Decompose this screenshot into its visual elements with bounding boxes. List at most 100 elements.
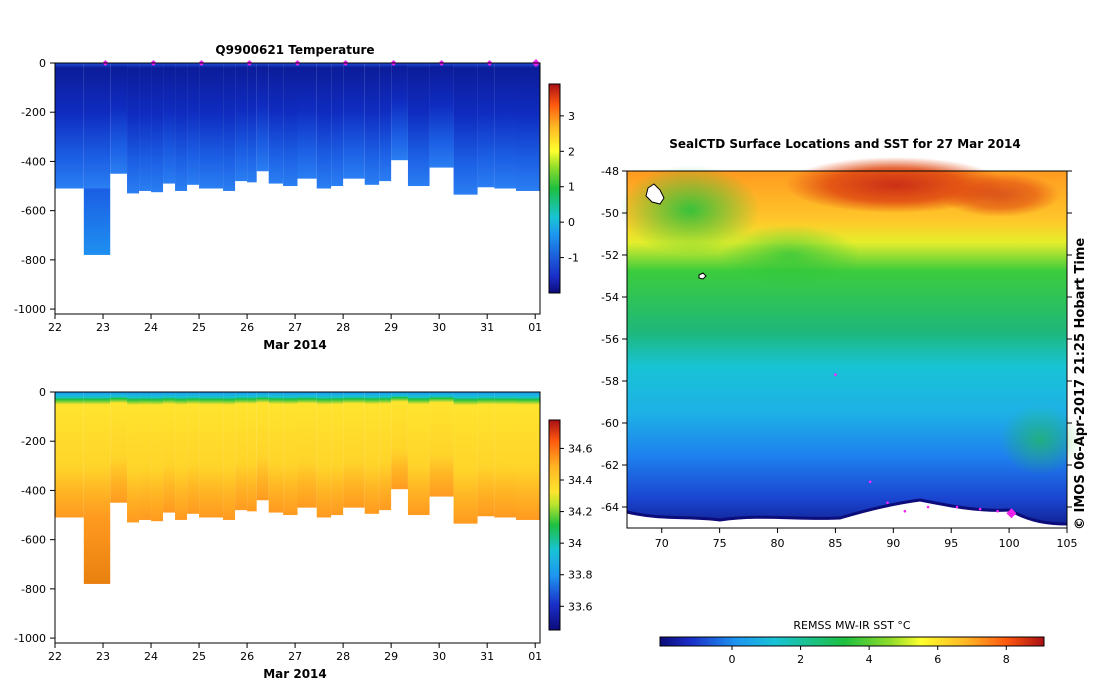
lat-tick-label: -58 bbox=[601, 375, 619, 388]
sst-colorbar-tick-label: 4 bbox=[866, 653, 873, 666]
track-point bbox=[886, 501, 889, 505]
salinity-colorbar-ticks: 33.6 33.8 34 34.2 34.4 34.6 bbox=[560, 442, 593, 613]
temperature-profile-column bbox=[187, 63, 200, 185]
sst-colorbar bbox=[659, 636, 1045, 647]
lon-tick-label: 80 bbox=[771, 537, 785, 550]
temperature-profile-column bbox=[297, 63, 317, 179]
temperature-profile-column bbox=[175, 63, 188, 191]
salinity-colorbar bbox=[548, 419, 561, 631]
salinity-profile-column bbox=[316, 392, 332, 518]
temperature-profile-column bbox=[223, 63, 236, 191]
x-tick-label: 22 bbox=[48, 650, 62, 663]
kerguelen-island bbox=[645, 183, 665, 205]
temperature-profile-column bbox=[110, 63, 128, 174]
x-tick-label: 24 bbox=[144, 650, 158, 663]
temperature-profile-column bbox=[283, 63, 298, 187]
temperature-x-label: Mar 2014 bbox=[263, 338, 327, 352]
temperature-profile-column bbox=[235, 63, 248, 182]
salinity-profile-column bbox=[429, 392, 454, 497]
x-tick-label: 01 bbox=[528, 650, 542, 663]
temperature-profile-column bbox=[247, 63, 257, 183]
y-tick-label: -1000 bbox=[14, 632, 46, 645]
colorbar-tick-label: 34.2 bbox=[568, 506, 593, 519]
track-point bbox=[978, 507, 982, 511]
temperature-profile-column bbox=[477, 63, 495, 188]
track-point bbox=[834, 373, 837, 377]
temperature-profile-column bbox=[515, 63, 540, 191]
temperature-profile-column bbox=[331, 63, 344, 187]
track-point bbox=[955, 505, 959, 509]
temperature-profile-column bbox=[391, 63, 408, 161]
lon-tick-label: 100 bbox=[999, 537, 1020, 550]
temperature-profile-column bbox=[343, 63, 365, 179]
temperature-profile-column bbox=[268, 63, 284, 184]
salinity-profile-column bbox=[297, 392, 317, 508]
heard-island bbox=[698, 272, 707, 280]
x-tick-label: 27 bbox=[288, 650, 302, 663]
y-tick-label: -600 bbox=[21, 205, 46, 218]
x-tick-label: 24 bbox=[144, 321, 158, 334]
temperature-profile-column bbox=[453, 63, 478, 195]
temperature-colorbar-ticks: -1 0 1 2 3 bbox=[560, 110, 579, 265]
map-longitude-axis: 70 75 80 85 90 95 100 105 bbox=[655, 528, 1078, 550]
temperature-profile-column bbox=[127, 63, 140, 194]
salinity-profiles bbox=[55, 392, 540, 584]
lon-tick-label: 105 bbox=[1057, 537, 1078, 550]
sst-map-panel: SealCTD Surface Locations and SST for 27… bbox=[601, 137, 1088, 666]
salinity-profile-column bbox=[283, 392, 298, 516]
x-tick-label: 26 bbox=[240, 321, 254, 334]
lat-tick-label: -50 bbox=[601, 207, 619, 220]
temperature-profile-column bbox=[139, 63, 152, 191]
y-tick-label: -200 bbox=[21, 106, 46, 119]
map-title: SealCTD Surface Locations and SST for 27… bbox=[669, 137, 1021, 151]
x-tick-label: 29 bbox=[384, 321, 398, 334]
lat-tick-label: -64 bbox=[601, 501, 619, 514]
x-tick-label: 30 bbox=[432, 650, 446, 663]
salinity-profile-column bbox=[331, 392, 344, 516]
temperature-profile-column bbox=[55, 63, 84, 189]
temperature-profile-column bbox=[429, 63, 454, 168]
sst-colorbar-ticks: 0 2 4 6 8 bbox=[729, 646, 1010, 666]
sst-colorbar-tick-label: 0 bbox=[729, 653, 736, 666]
salinity-profile-column bbox=[407, 392, 430, 516]
sst-colorbar-label: REMSS MW-IR SST °C bbox=[793, 619, 911, 632]
colorbar-tick-label: -1 bbox=[568, 252, 579, 265]
temperature-y-axis: 0 -200 -400 -600 -800 -1000 bbox=[14, 57, 55, 316]
colorbar-tick-label: 1 bbox=[568, 181, 575, 194]
map-latitude-axis: -48 -50 -52 -54 -56 -58 -60 -62 -64 bbox=[601, 165, 1072, 514]
track-point bbox=[996, 509, 999, 513]
salinity-profile-column bbox=[343, 392, 365, 508]
colorbar-tick-label: 0 bbox=[568, 216, 575, 229]
lat-tick-label: -54 bbox=[601, 291, 619, 304]
colorbar-tick-label: 3 bbox=[568, 110, 575, 123]
x-tick-label: 22 bbox=[48, 321, 62, 334]
sst-colorbar-tick-label: 2 bbox=[797, 653, 804, 666]
salinity-profile-column bbox=[139, 392, 152, 520]
salinity-profile-column bbox=[223, 392, 236, 520]
salinity-profile-column bbox=[379, 392, 392, 511]
temperature-profile-column bbox=[316, 63, 332, 189]
x-tick-label: 23 bbox=[96, 321, 110, 334]
salinity-profile-column bbox=[110, 392, 128, 503]
x-tick-label: 28 bbox=[336, 321, 350, 334]
salinity-y-axis: 0 -200 -400 -600 -800 -1000 bbox=[14, 386, 55, 645]
temperature-profile-column bbox=[407, 63, 430, 187]
lon-tick-label: 95 bbox=[944, 537, 958, 550]
temperature-profile-column bbox=[379, 63, 392, 182]
temperature-profile-column bbox=[494, 63, 516, 189]
y-tick-label: -400 bbox=[21, 484, 46, 497]
salinity-profile-column bbox=[391, 392, 408, 490]
salinity-profile-column bbox=[175, 392, 188, 520]
salinity-profile-column bbox=[151, 392, 164, 522]
x-tick-label: 29 bbox=[384, 650, 398, 663]
salinity-profile-deep bbox=[83, 517, 111, 584]
salinity-profile-column bbox=[163, 392, 176, 513]
x-tick-label: 27 bbox=[288, 321, 302, 334]
lon-tick-label: 90 bbox=[886, 537, 900, 550]
salinity-plot-frame bbox=[54, 391, 541, 644]
x-tick-label: 31 bbox=[480, 321, 494, 334]
x-tick-label: 28 bbox=[336, 650, 350, 663]
temperature-profile-column bbox=[151, 63, 164, 193]
colorbar-tick-label: 33.8 bbox=[568, 569, 593, 582]
